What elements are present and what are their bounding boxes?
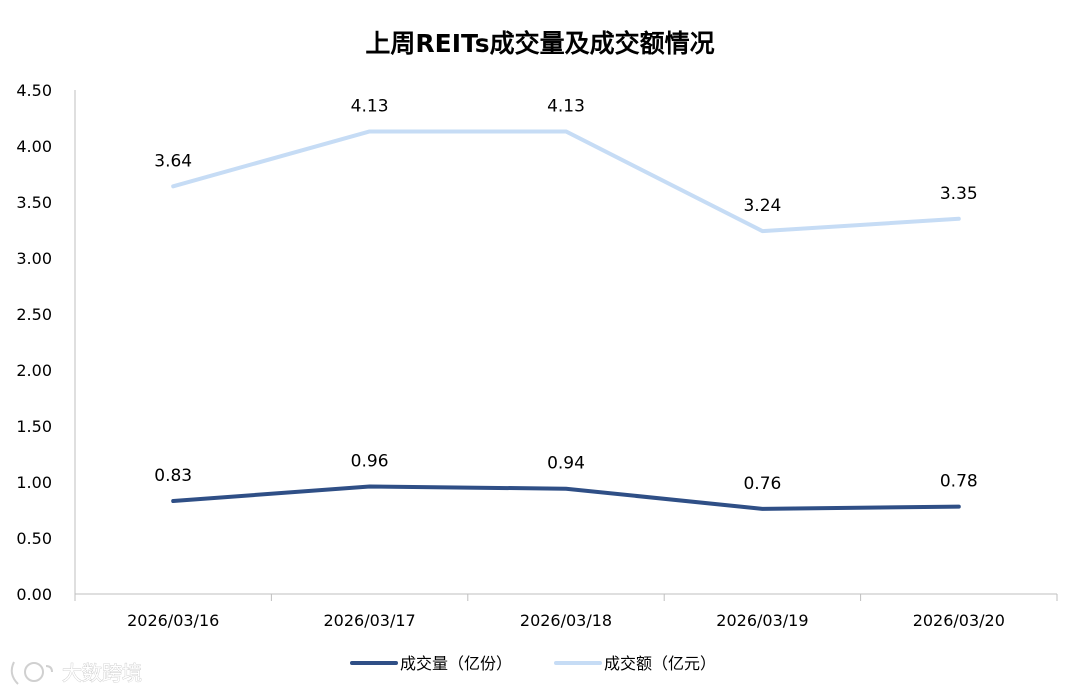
y-tick-label: 3.00	[16, 249, 52, 268]
x-tick-labels: 2026/03/16 2026/03/17 2026/03/18 2026/03/19…	[74, 594, 1058, 630]
legend-label-amount: 成交额（亿元）	[604, 654, 716, 673]
data-label: 0.94	[547, 454, 585, 474]
legend-item-volume: 成交量（亿份）	[350, 654, 512, 673]
y-tick-label: 1.50	[16, 417, 52, 436]
x-tick-label: 2026/03/20	[913, 611, 1005, 630]
x-tick-label: 2026/03/19	[716, 611, 808, 630]
x-tick-label: 2026/03/18	[520, 611, 612, 630]
watermark-text: 大数跨境	[62, 661, 142, 685]
legend-item-amount: 成交额（亿元）	[554, 654, 716, 673]
y-tick-label: 1.00	[16, 473, 52, 492]
y-tick-label: 4.50	[16, 81, 52, 100]
data-label: 0.96	[351, 451, 389, 471]
legend-label-volume: 成交量（亿份）	[400, 654, 512, 673]
chart-title: 上周REITs成交量及成交额情况	[365, 29, 714, 58]
data-label: 3.64	[154, 151, 192, 171]
data-labels: 0.83 0.96 0.94 0.76 0.78 3.64 4.13 4.13 3.24 3.35	[154, 96, 977, 493]
y-tick-labels: 0.00 0.50 1.00 1.50 2.00 2.50 3.00 3.50 4.00 4.50	[16, 81, 52, 604]
y-tick-label: 3.50	[16, 193, 52, 212]
x-tick-label: 2026/03/16	[127, 611, 219, 630]
data-label: 3.35	[940, 184, 978, 204]
data-label: 0.76	[743, 474, 781, 494]
y-tick-label: 2.00	[16, 361, 52, 380]
series-lines	[171, 129, 961, 511]
series-line-1	[171, 129, 961, 234]
series-line-0	[171, 484, 961, 511]
y-tick-label: 2.50	[16, 305, 52, 324]
axes	[74, 90, 1057, 595]
legend: 成交量（亿份） 成交额（亿元）	[350, 654, 716, 673]
data-label: 4.13	[351, 96, 389, 116]
x-tick-label: 2026/03/17	[323, 611, 415, 630]
data-label: 0.83	[154, 466, 192, 486]
y-tick-label: 0.00	[16, 585, 52, 604]
data-label: 0.78	[940, 472, 978, 492]
y-tick-label: 4.00	[16, 137, 52, 156]
watermark: 大数跨境	[10, 661, 142, 685]
logo-icon	[10, 661, 53, 685]
data-label: 3.24	[743, 196, 781, 216]
data-label: 4.13	[547, 96, 585, 116]
y-tick-label: 0.50	[16, 529, 52, 548]
